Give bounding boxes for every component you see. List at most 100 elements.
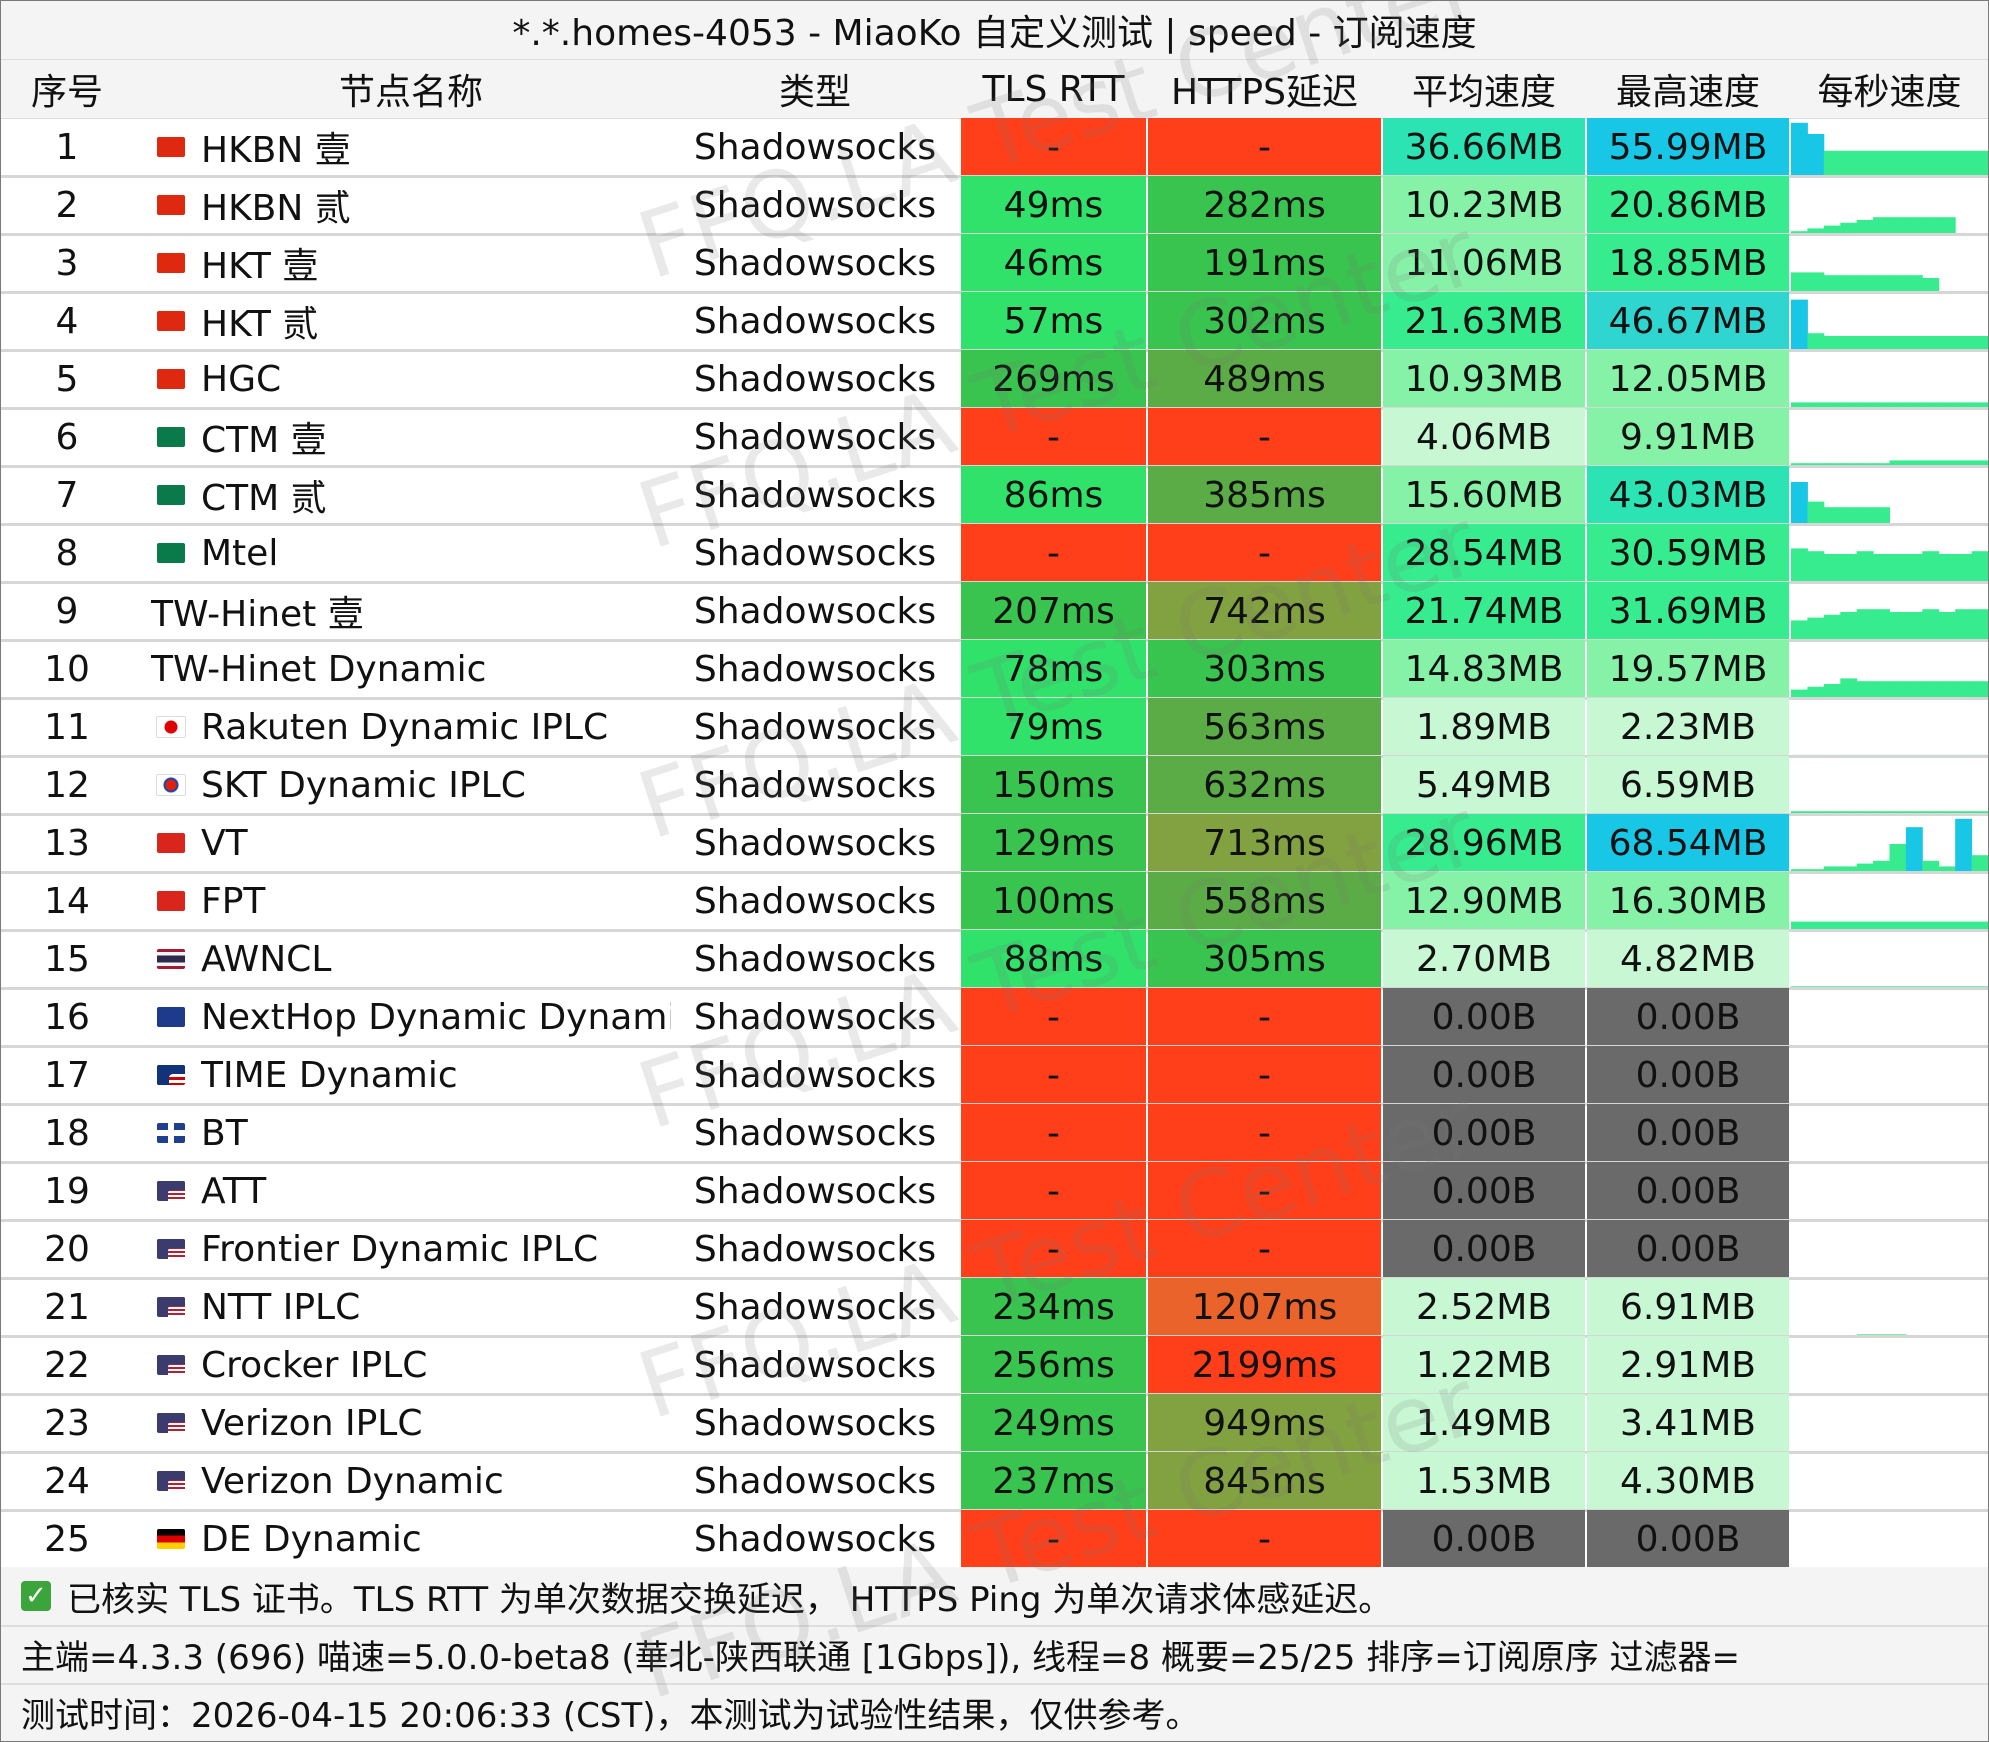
node-name: Frontier Dynamic IPLC (201, 1228, 599, 1270)
node-name: Crocker IPLC (201, 1344, 428, 1386)
speed-sparkline (1791, 118, 1988, 176)
row-index: 16 (44, 996, 90, 1038)
max-speed-cell: 0.00B (1587, 1046, 1789, 1104)
south-korea-flag-icon (151, 756, 191, 814)
node-type: Shadowsocks (693, 822, 937, 864)
https-latency-cell: 563ms (1148, 698, 1381, 756)
table-row[interactable]: 11 Rakuten Dynamic IPLC Shadowsocks 79ms 563… (1, 698, 1988, 758)
vietnam-flag-icon (151, 872, 191, 930)
row-index: 2 (55, 184, 79, 226)
table-row[interactable]: 15 AWNCL Shadowsocks 88ms 305ms 2.70MB 4.82MB (1, 930, 1988, 990)
max-speed-cell: 20.86MB (1587, 176, 1789, 234)
table-row[interactable]: 24 Verizon Dynamic Shadowsocks 237ms 845ms 1.… (1, 1452, 1988, 1512)
footer-note-text: 已核实 TLS 证书。TLS RTT 为单次数据交换延迟， HTTPS Ping… (67, 1579, 1393, 1620)
avg-speed-cell: 0.00B (1383, 1220, 1585, 1278)
sparkline-bar (1840, 921, 1858, 930)
header-max-speed[interactable]: 最高速度 (1615, 72, 1760, 113)
table-row[interactable]: 17 TIME Dynamic Shadowsocks - -0.00B 0.00B (1, 1046, 1988, 1106)
avg-speed-cell: 15.60MB (1383, 466, 1585, 524)
table-row[interactable]: 2 HKBN 贰 Shadowsocks 49ms 282ms 10.23MB 20.86M… (1, 176, 1988, 236)
https-latency-cell: 632ms (1148, 756, 1381, 814)
max-speed-cell: 9.91MB (1587, 408, 1789, 466)
sparkline-bar (1905, 217, 1923, 234)
tls-rtt-cell: - (961, 524, 1146, 582)
header-name[interactable]: 节点名称 (338, 72, 483, 113)
sparkline-bar (1938, 681, 1956, 698)
header-per-second-speed[interactable]: 每秒速度 (1817, 72, 1962, 113)
avg-speed-cell: 2.52MB (1383, 1278, 1585, 1336)
avg-speed-cell: 21.74MB (1383, 582, 1585, 640)
table-row[interactable]: 22 Crocker IPLC Shadowsocks 256ms 2199ms 1.22… (1, 1336, 1988, 1396)
table-row[interactable]: 6 CTM 壹 Shadowsocks - -4.06MB 9.91MB (1, 408, 1988, 468)
node-name: HKBN 壹 (201, 130, 351, 171)
table-row[interactable]: 13 VT Shadowsocks 129ms 713ms 28.96MB 68.54MB (1, 814, 1988, 874)
node-type: Shadowsocks (693, 474, 937, 516)
sparkline-bar (1889, 612, 1907, 640)
avg-speed-cell: 1.49MB (1383, 1394, 1585, 1452)
header-avg-speed[interactable]: 平均速度 (1411, 72, 1556, 113)
table-row[interactable]: 1 HKBN 壹 Shadowsocks - -36.66MB 55.99MB (1, 118, 1988, 178)
sparkline-bar (1807, 402, 1825, 408)
speed-sparkline (1791, 988, 1988, 1046)
https-latency-cell: - (1148, 1510, 1381, 1568)
tls-rtt-cell: - (961, 1162, 1146, 1220)
table-row[interactable]: 21 NTT IPLC Shadowsocks 234ms 1207ms 2.52MB 6.… (1, 1278, 1988, 1338)
table-row[interactable]: 19 ATT Shadowsocks - -0.00B 0.00B (1, 1162, 1988, 1222)
sparkline-bar (1856, 921, 1874, 930)
https-latency-cell: - (1148, 118, 1381, 176)
table-row[interactable]: 5 HGC Shadowsocks 269ms 489ms 10.93MB 12.05MB (1, 350, 1988, 410)
row-index: 21 (44, 1286, 90, 1328)
table-row[interactable]: 16 NextHop Dynamic Dynamic Shadowsocks - -0.… (1, 988, 1988, 1048)
speed-sparkline (1791, 582, 1988, 640)
avg-speed-cell: 10.23MB (1383, 176, 1585, 234)
table-row[interactable]: 4 HKT 贰 Shadowsocks 57ms 302ms 21.63MB 46.67MB (1, 292, 1988, 352)
sparkline-bar (1823, 921, 1841, 930)
sparkline-bar (1889, 554, 1907, 582)
table-row[interactable]: 3 HKT 壹 Shadowsocks 46ms 191ms 11.06MB 18.85MB (1, 234, 1988, 294)
sparkline-bar (1971, 609, 1988, 640)
sparkline-bar (1873, 275, 1890, 292)
max-speed-cell: 4.30MB (1587, 1452, 1789, 1510)
avg-speed-cell: 4.06MB (1383, 408, 1585, 466)
max-speed-cell: 30.59MB (1587, 524, 1789, 582)
sparkline-bar (1823, 150, 1841, 176)
table-row[interactable]: 23 Verizon IPLC Shadowsocks 249ms 949ms 1.49M… (1, 1394, 1988, 1454)
header-https-latency[interactable]: HTTPS延迟 (1171, 72, 1358, 113)
table-row[interactable]: 20 Frontier Dynamic IPLC Shadowsocks - -0.00… (1, 1220, 1988, 1280)
max-speed-cell: 19.57MB (1587, 640, 1789, 698)
sparkline-bar (1971, 150, 1988, 176)
table-row[interactable]: 7 CTM 贰 Shadowsocks 86ms 385ms 15.60MB 43.03MB (1, 466, 1988, 526)
table-row[interactable]: 14 FPT Shadowsocks 100ms 558ms 12.90MB 16.30MB (1, 872, 1988, 932)
sparkline-bar (1889, 844, 1907, 872)
header-tls-rtt[interactable]: TLS RTT (982, 68, 1125, 110)
sparkline-bar (1938, 336, 1956, 350)
sparkline-bar (1922, 217, 1940, 234)
table-row[interactable]: 9 TW-Hinet 壹 Shadowsocks 207ms 742ms 21.74MB 3… (1, 582, 1988, 642)
tls-rtt-cell: - (961, 118, 1146, 176)
sparkline-bar (1856, 402, 1874, 408)
node-name: VT (201, 822, 248, 864)
sparkline-bar (1971, 402, 1988, 408)
avg-speed-cell: 21.63MB (1383, 292, 1585, 350)
table-row[interactable]: 12 SKT Dynamic IPLC Shadowsocks 150ms 632ms 5… (1, 756, 1988, 816)
sparkline-bar (1905, 554, 1923, 582)
sparkline-bar (1938, 402, 1956, 408)
table-row[interactable]: 25 DE Dynamic Shadowsocks - -0.00B 0.00B (1, 1510, 1988, 1570)
speed-sparkline (1791, 814, 1988, 872)
table-row[interactable]: 8 Mtel Shadowsocks - -28.54MB 30.59MB (1, 524, 1988, 584)
sparkline-bar (1922, 336, 1940, 350)
https-latency-cell: 713ms (1148, 814, 1381, 872)
footer-divider (1, 1683, 1988, 1685)
max-speed-cell: 2.91MB (1587, 1336, 1789, 1394)
header-type[interactable]: 类型 (778, 72, 851, 113)
hong-kong-flag-icon (151, 234, 191, 292)
table-row[interactable]: 18 BT Shadowsocks - -0.00B 0.00B (1, 1104, 1988, 1164)
table-row[interactable]: 10 TW-Hinet Dynamic Shadowsocks 78ms 303ms 14… (1, 640, 1988, 700)
https-latency-cell: - (1148, 1046, 1381, 1104)
header-index[interactable]: 序号 (30, 72, 103, 113)
row-index: 7 (55, 474, 79, 516)
sparkline-bar (1807, 134, 1825, 176)
sparkline-bar (1840, 336, 1858, 350)
node-name: Mtel (201, 532, 279, 574)
tls-rtt-cell: 237ms (961, 1452, 1146, 1510)
